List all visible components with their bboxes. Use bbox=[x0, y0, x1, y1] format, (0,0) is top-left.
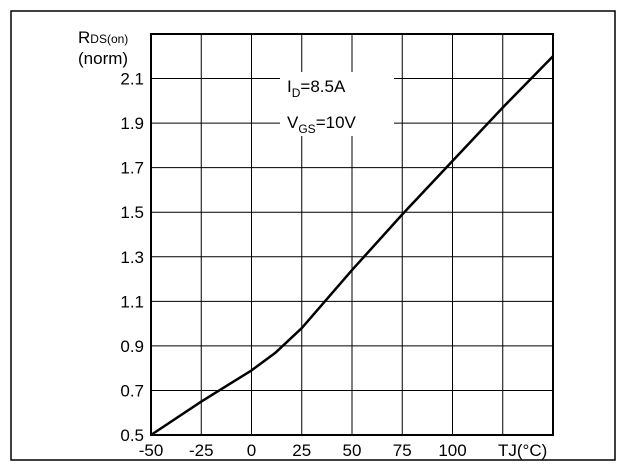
annotation-current: ID=8.5A bbox=[287, 77, 346, 100]
x-tick-label: 50 bbox=[343, 441, 362, 460]
x-tick-label: -25 bbox=[189, 441, 214, 460]
annotation-bg bbox=[280, 72, 394, 136]
y-axis-label: RDS(on) bbox=[78, 28, 128, 47]
plot-frame bbox=[150, 33, 554, 436]
x-tick-label: 0 bbox=[247, 441, 256, 460]
annotation-current-rest: =8.5A bbox=[300, 77, 346, 96]
y-tick-labels: 0.5 0.7 0.9 1.1 1.3 1.5 1.7 1.9 2.1 bbox=[120, 70, 144, 445]
x-tick-label: 100 bbox=[438, 441, 466, 460]
x-axis-label-sub: J bbox=[508, 441, 517, 460]
y-axis-label-sub: DS(on) bbox=[90, 32, 128, 46]
annotation-voltage: VGS=10V bbox=[287, 113, 357, 136]
x-tick-label: 75 bbox=[393, 441, 412, 460]
x-tick-label: -50 bbox=[139, 441, 164, 460]
grid bbox=[151, 34, 553, 435]
annotation-voltage-sub: GS bbox=[298, 122, 315, 136]
annotation-current-sub: D bbox=[292, 86, 301, 100]
y-tick-label: 1.5 bbox=[120, 203, 144, 222]
y-tick-label: 1.1 bbox=[120, 292, 144, 311]
y-tick-label: 1.9 bbox=[120, 114, 144, 133]
y-tick-label: 0.7 bbox=[120, 381, 144, 400]
x-tick-labels: -50 -25 0 25 50 75 100 bbox=[139, 441, 467, 460]
x-axis-label-main: T bbox=[498, 441, 508, 460]
x-axis-label-unit: (°C) bbox=[517, 441, 547, 460]
y-axis-label-main: R bbox=[78, 28, 90, 47]
x-tick-label: 25 bbox=[292, 441, 311, 460]
y-tick-label: 0.9 bbox=[120, 337, 144, 356]
curve-group bbox=[150, 55, 554, 437]
series-line bbox=[150, 55, 554, 437]
y-axis-unit: (norm) bbox=[78, 49, 128, 68]
y-tick-label: 2.1 bbox=[120, 70, 144, 89]
annotation-current-main: I bbox=[287, 77, 292, 96]
y-tick-label: 1.3 bbox=[120, 248, 144, 267]
y-tick-label: 1.7 bbox=[120, 159, 144, 178]
x-axis-label: TJ(°C) bbox=[498, 441, 547, 460]
annotation-voltage-rest: =10V bbox=[316, 113, 357, 132]
annotation-voltage-main: V bbox=[287, 113, 299, 132]
y-tick-label: 0.5 bbox=[120, 426, 144, 445]
